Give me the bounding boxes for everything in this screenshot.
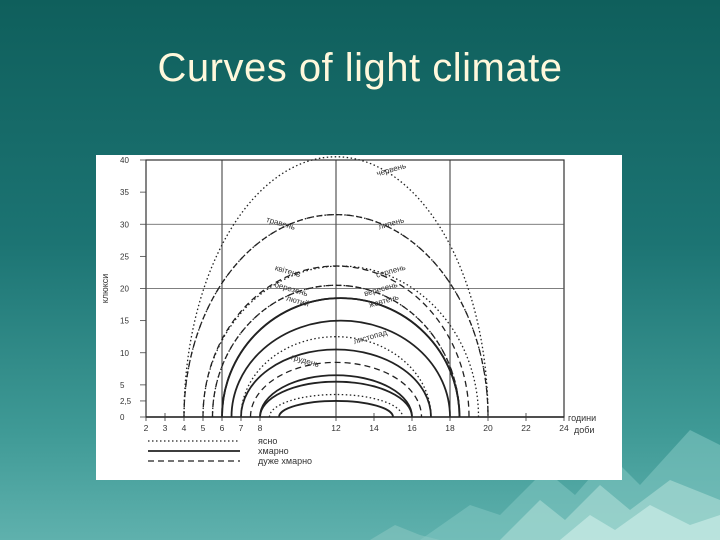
x-tick-label: 16 bbox=[407, 423, 417, 433]
x-tick-label: 6 bbox=[220, 423, 225, 433]
legend-label: ясно bbox=[258, 436, 277, 446]
curve-жовтень bbox=[221, 297, 461, 418]
curve-листопад bbox=[240, 336, 432, 418]
curve-series-14 bbox=[259, 374, 413, 418]
y-tick-label: 2,5 bbox=[120, 397, 132, 406]
x-tick-label: 4 bbox=[182, 423, 187, 433]
y-tick-label: 40 bbox=[120, 156, 129, 165]
x-tick-label: 22 bbox=[521, 423, 531, 433]
slide-title: Curves of light climate bbox=[157, 46, 563, 90]
x-axis-label: години bbox=[568, 413, 596, 423]
series-label: травень bbox=[265, 215, 296, 232]
x-tick-label: 8 bbox=[258, 423, 263, 433]
chart-grid bbox=[145, 159, 565, 418]
curve-series-17 bbox=[278, 400, 394, 418]
light-climate-chart: 0 2,5 5 10 15 20 25 30 35 40 2 3 4 5 6 7 8 12 14 16 18 20 22 24… bbox=[100, 156, 596, 466]
curve-series-13 bbox=[240, 348, 432, 418]
curve-травень bbox=[183, 213, 489, 418]
x-tick-label: 5 bbox=[201, 423, 206, 433]
x-tick-label: 3 bbox=[163, 423, 168, 433]
x-tick-label: 14 bbox=[369, 423, 379, 433]
series-label: червень bbox=[375, 161, 407, 178]
curve-грудень bbox=[249, 361, 423, 418]
y-tick-label: 5 bbox=[120, 381, 125, 390]
y-tick-label: 25 bbox=[120, 252, 129, 261]
curve-квітень bbox=[202, 265, 470, 418]
curve-липень bbox=[183, 213, 489, 418]
x-tick-label: 24 bbox=[559, 423, 569, 433]
x-tick-label: 2 bbox=[144, 423, 149, 433]
chart-curves bbox=[183, 156, 489, 418]
curve-series-16 bbox=[268, 393, 404, 418]
x-tick-label: 7 bbox=[239, 423, 244, 433]
y-axis-label: клюкси bbox=[100, 274, 110, 304]
curve-series-10 bbox=[230, 319, 451, 418]
curve-series-15 bbox=[259, 380, 413, 418]
curve-червень bbox=[183, 156, 489, 418]
y-tick-label: 0 bbox=[120, 413, 125, 422]
chart-image: 0 2,5 5 10 15 20 25 30 35 40 2 3 4 5 6 7 8 12 14 16 18 20 22 24… bbox=[96, 155, 622, 480]
y-tick-label: 35 bbox=[120, 188, 129, 197]
x-axis-label-2: доби bbox=[574, 425, 594, 435]
x-tick-label: 12 bbox=[331, 423, 341, 433]
series-label: серпень bbox=[375, 263, 407, 280]
chart-ticks: 0 2,5 5 10 15 20 25 30 35 40 2 3 4 5 6 7 8 12 14 16 18 20 22 24 bbox=[120, 156, 569, 433]
y-tick-label: 30 bbox=[120, 220, 129, 229]
y-tick-label: 15 bbox=[120, 317, 129, 326]
legend-label: хмарно bbox=[258, 446, 289, 456]
y-tick-label: 20 bbox=[120, 285, 129, 294]
curve-вересень bbox=[211, 284, 461, 418]
x-tick-label: 18 bbox=[445, 423, 455, 433]
series-label: листопад bbox=[352, 328, 388, 346]
y-tick-label: 10 bbox=[120, 349, 129, 358]
x-tick-label: 20 bbox=[483, 423, 493, 433]
legend-label: дуже хмарно bbox=[258, 456, 312, 466]
